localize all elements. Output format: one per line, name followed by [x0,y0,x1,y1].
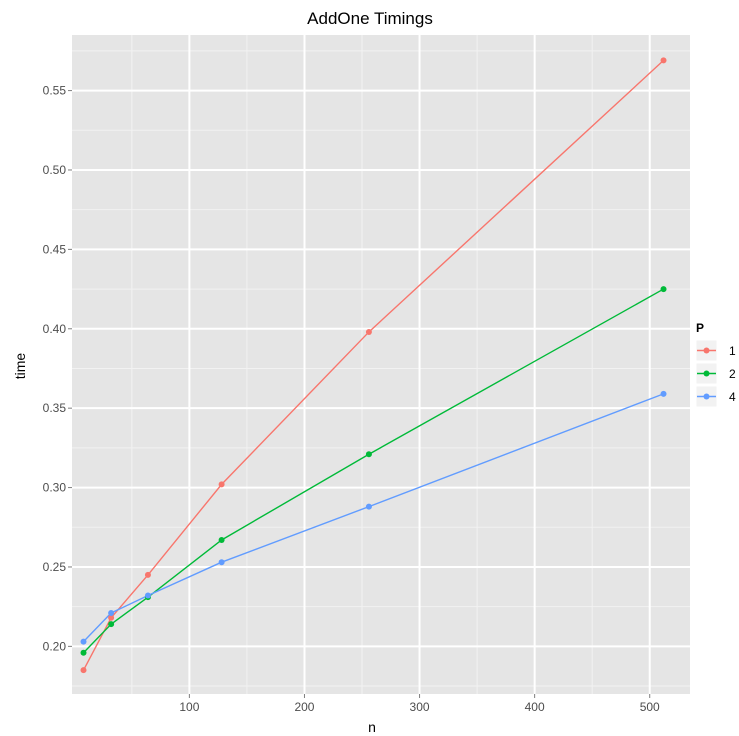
data-point-2 [218,536,225,543]
legend-label: 1 [729,344,736,358]
x-tick-label: 200 [294,700,314,714]
x-tick-label: 400 [525,700,545,714]
data-point-4 [660,390,667,397]
y-tick-label: 0.25 [43,560,67,574]
legend-key-point [703,393,710,400]
legend-label: 4 [729,390,736,404]
chart-title: AddOne Timings [307,9,433,28]
y-tick-label: 0.45 [43,242,67,256]
series-layer [80,57,667,674]
y-tick-label: 0.20 [43,639,67,653]
data-point-4 [365,503,372,510]
y-tick-label: 0.50 [43,163,67,177]
series-line-4 [83,393,664,643]
data-point-1 [108,614,115,621]
data-point-1 [365,328,372,335]
x-tick-label: 300 [410,700,430,714]
x-tick-label: 100 [179,700,199,714]
series-line-1 [82,59,665,671]
data-point-2 [108,621,115,628]
y-axis: 0.20 0.25 0.30 0.35 0.40 0.45 0.50 0.55 [43,84,72,653]
y-axis-title: time [12,353,28,380]
legend-key-point [703,370,710,377]
data-point-1 [144,571,151,578]
data-point-2 [80,649,87,656]
data-point-2 [365,451,372,458]
major-grid [72,35,690,694]
data-point-1 [80,667,87,674]
data-point-1 [660,57,667,64]
data-point-4 [218,559,225,566]
x-axis-title: n [368,719,376,735]
data-point-2 [660,286,667,293]
legend-label: 2 [729,367,736,381]
data-point-4 [108,610,115,617]
x-tick-label: 500 [640,700,660,714]
x-axis: 100 200 300 400 500 [179,694,660,714]
y-tick-label: 0.30 [43,481,67,495]
y-tick-label: 0.40 [43,322,67,336]
legend: P 1 2 4 [690,318,739,418]
data-point-1 [218,481,225,488]
y-tick-label: 0.35 [43,401,67,415]
series-line-2 [83,288,664,654]
data-point-4 [80,638,87,645]
legend-title: P [696,321,704,335]
y-tick-label: 0.55 [43,84,67,98]
legend-key-point [703,347,710,354]
data-point-4 [144,592,151,599]
plot-panel [72,35,690,694]
